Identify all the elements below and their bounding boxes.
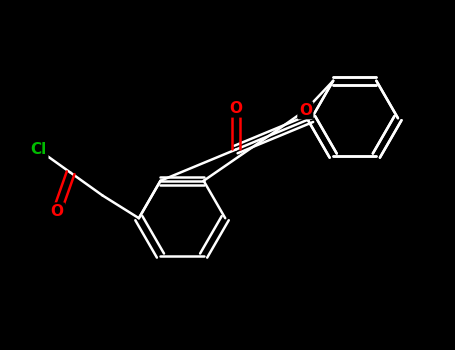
Text: O: O [229, 101, 243, 116]
Text: Cl: Cl [31, 142, 47, 158]
Text: O: O [51, 204, 64, 219]
Text: O: O [299, 103, 312, 118]
